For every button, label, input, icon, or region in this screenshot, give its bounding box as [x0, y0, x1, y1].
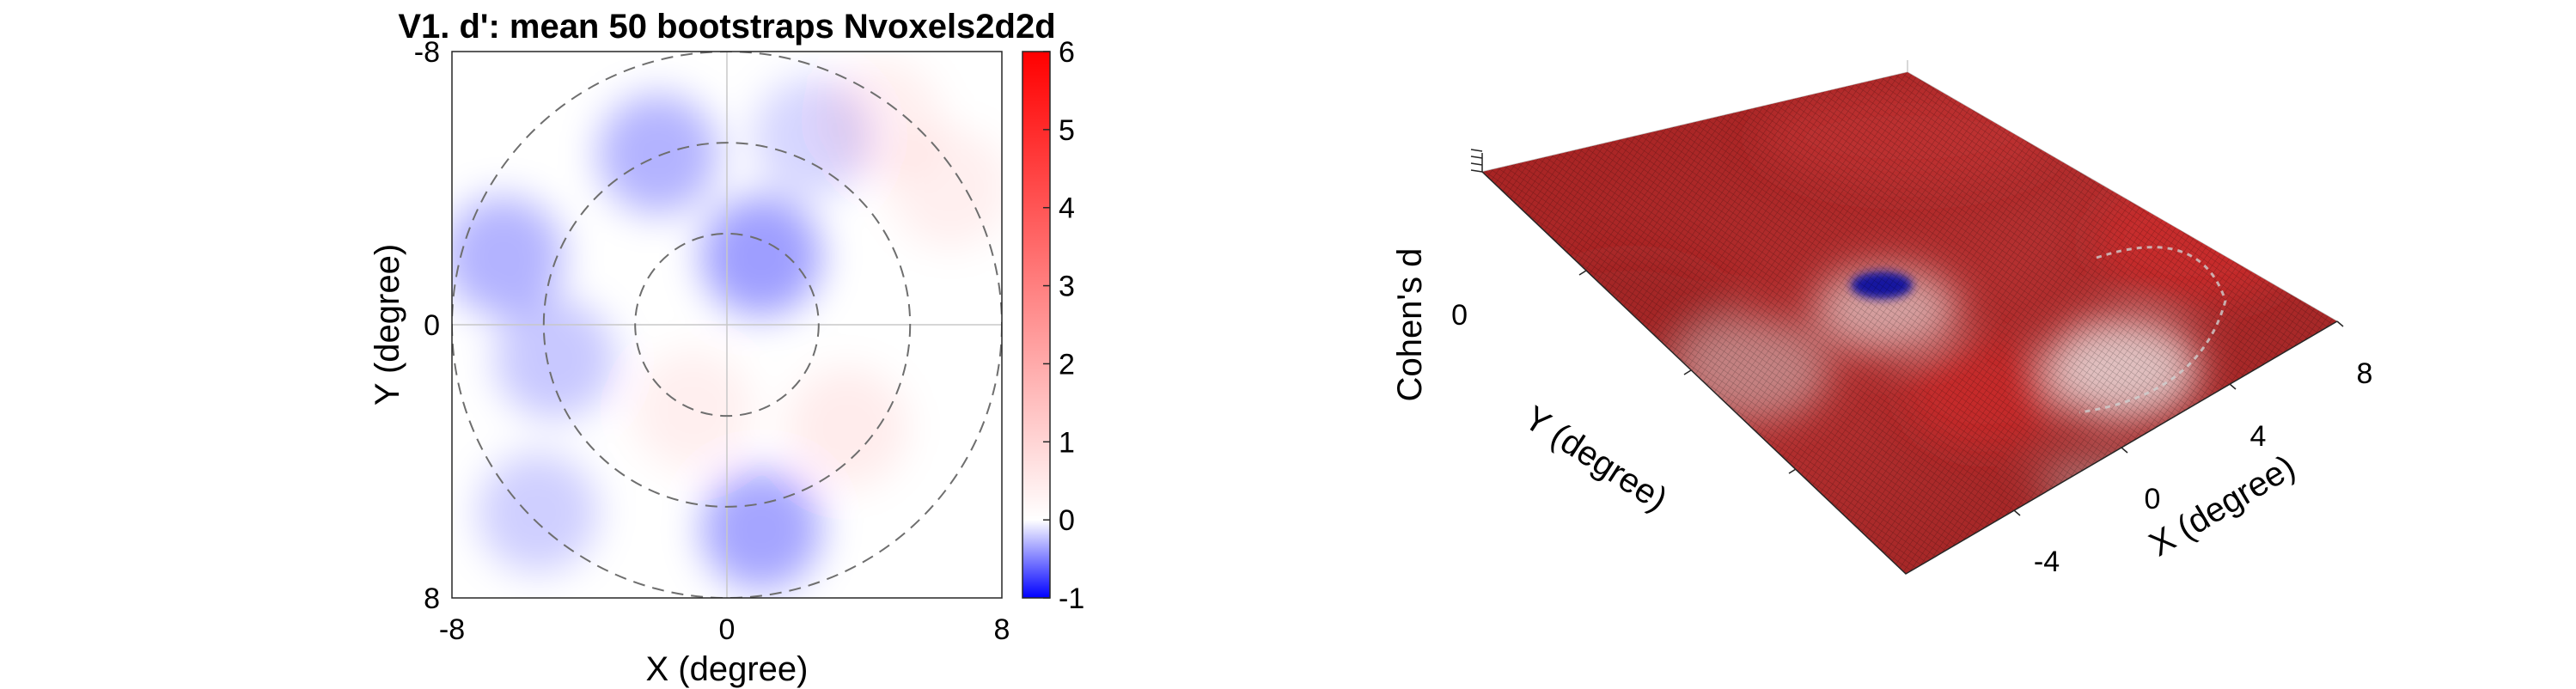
colorbar-tick-label: 4 — [1059, 192, 1075, 225]
colorbar-tick-label: 1 — [1059, 426, 1075, 459]
colorbar-tick-label: 6 — [1059, 36, 1075, 69]
surface-y-axis-label: Y (degree) — [1517, 399, 1674, 518]
colorbar: 6 5 4 3 2 1 0 -1 — [1022, 36, 1084, 615]
heatmap-blob — [478, 452, 598, 573]
y-axis-label: Y (degree) — [369, 244, 406, 405]
chart-title: V1. d': mean 50 bootstraps Nvoxels2d2d — [398, 8, 1055, 46]
heatmap-blob — [598, 94, 718, 215]
x-axis-label: X (degree) — [646, 650, 809, 688]
z-axis-label: Cohen's d — [1391, 248, 1429, 402]
colorbar-tick-label: 5 — [1059, 114, 1075, 147]
colorbar-ticks: 6 5 4 3 2 1 0 -1 — [1043, 36, 1084, 615]
x-tick-label: -4 — [2034, 546, 2060, 578]
colorbar-tick-label: 0 — [1059, 504, 1075, 537]
surface-x-axis-label: X (degree) — [2143, 448, 2302, 564]
x-tick-label: -8 — [439, 613, 465, 646]
surface-mesh — [1482, 72, 2337, 574]
heatmap-y-ticks: -8 0 8 — [414, 36, 440, 615]
colorbar-tick-label: -1 — [1059, 582, 1084, 615]
heatmap-blob — [452, 196, 564, 317]
heatmap-blob — [701, 469, 821, 590]
eccentricity-circle — [542, 142, 912, 508]
x-tick-label: 8 — [2357, 357, 2373, 390]
y-tick-label: 0 — [424, 309, 440, 342]
surface-dip-left — [1631, 410, 1655, 422]
eccentricity-circles — [452, 52, 1002, 598]
y-tick-label: 8 — [424, 582, 440, 615]
x-tick-label: 0 — [2145, 483, 2161, 515]
heatmap-blobs — [452, 59, 1002, 590]
polar-grid — [452, 52, 1002, 598]
heatmap-blob — [701, 196, 821, 317]
x-tick-label: 0 — [719, 613, 736, 646]
surface-axes — [1470, 60, 2344, 575]
colorbar-tick-label: 3 — [1059, 271, 1075, 303]
eccentricity-circle — [634, 232, 820, 418]
x-tick-label: 4 — [2250, 420, 2267, 453]
heatmap-axes-box — [451, 51, 1003, 599]
x-tick-label: 8 — [994, 613, 1010, 646]
surface-x-ticks: -4 0 4 8 — [2034, 357, 2373, 578]
heatmap-blob — [495, 298, 615, 419]
z-tick-label: 0 — [1451, 299, 1468, 332]
heatmap-blob — [890, 128, 1002, 248]
colorbar-ramp — [1022, 51, 1051, 599]
heatmap-x-ticks: -8 0 8 — [439, 613, 1010, 646]
y-tick-label: -8 — [414, 36, 440, 69]
heatmap-blob — [787, 367, 907, 488]
colorbar-tick-label: 2 — [1059, 348, 1075, 381]
